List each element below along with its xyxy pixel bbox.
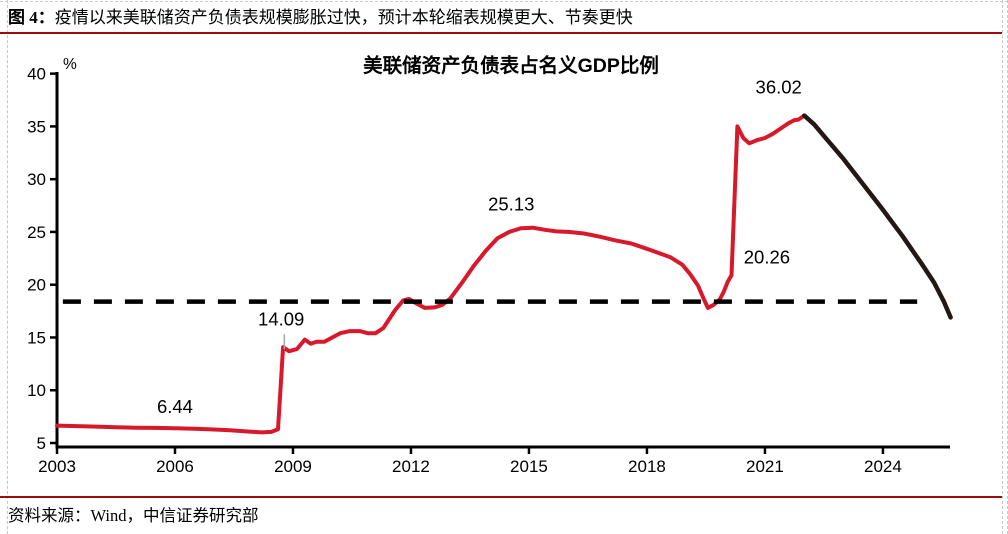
x-axis-tick-label: 2018 xyxy=(628,457,666,476)
caption-rule xyxy=(0,32,1002,34)
x-axis-tick-label: 2021 xyxy=(746,457,784,476)
data-label-14.09: 14.09 xyxy=(258,309,304,330)
x-axis-tick-label: 2009 xyxy=(274,457,312,476)
y-axis-tick-label: 5 xyxy=(37,434,46,453)
series-line-actual xyxy=(55,113,807,435)
x-axis-tick-label: 2003 xyxy=(38,457,76,476)
y-axis-unit-label: % xyxy=(63,56,77,73)
series-line-forecast xyxy=(802,113,953,320)
x-axis-tick-label: 2006 xyxy=(156,457,194,476)
y-axis-tick-label: 15 xyxy=(27,328,46,347)
y-axis-tick-label: 25 xyxy=(27,223,46,242)
figure-number: 图 4： xyxy=(8,8,55,27)
table-border-left xyxy=(7,0,8,534)
data-label-20.26: 20.26 xyxy=(744,246,790,267)
y-axis-tick-label: 20 xyxy=(27,276,46,295)
figure-caption: 图 4：疫情以来美联储资产负债表规模膨胀过快，预计本轮缩表规模更大、节奏更快 xyxy=(8,7,998,29)
chart-title: 美联储资产负债表占名义GDP比例 xyxy=(363,54,659,77)
data-label-6.44: 6.44 xyxy=(157,396,193,417)
y-axis-tick-label: 40 xyxy=(27,65,46,84)
data-label-36.02: 36.02 xyxy=(756,76,802,97)
source-note: 资料来源：Wind，中信证券研究部 xyxy=(8,506,259,525)
data-label-25.13: 25.13 xyxy=(488,194,534,215)
y-axis-tick-label: 30 xyxy=(27,170,46,189)
x-axis-tick-label: 2015 xyxy=(510,457,548,476)
table-border-right-inner xyxy=(1002,0,1003,534)
x-axis-tick-label: 2024 xyxy=(864,457,902,476)
footer-rule xyxy=(0,496,1002,498)
x-axis-tick-label: 2012 xyxy=(392,457,430,476)
figure-caption-text: 疫情以来美联储资产负债表规模膨胀过快，预计本轮缩表规模更大、节奏更快 xyxy=(54,8,633,27)
y-axis-tick-label: 35 xyxy=(27,117,46,136)
table-border-top xyxy=(0,1,1008,2)
y-axis-tick-label: 10 xyxy=(27,381,46,400)
